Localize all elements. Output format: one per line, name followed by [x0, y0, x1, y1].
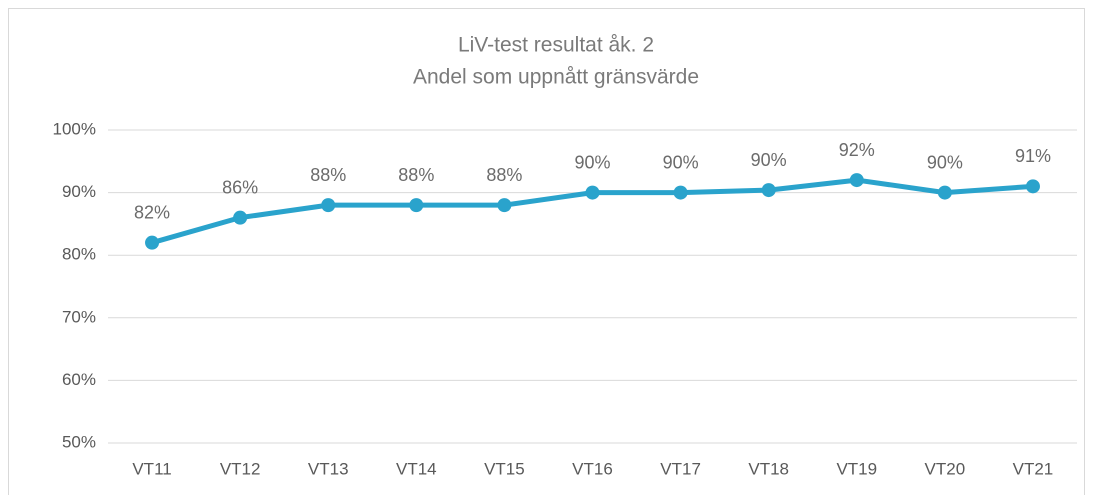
data-label: 86% — [222, 177, 258, 197]
marker — [937, 185, 952, 200]
y-tick-label: 80% — [62, 245, 96, 264]
marker — [1025, 179, 1040, 194]
chart-subtitle: Andel som uppnått gränsvärde — [413, 66, 699, 89]
chart-title: LiV-test resultat åk. 2 — [458, 34, 654, 57]
marker — [409, 198, 424, 213]
x-tick-label: VT11 — [132, 459, 171, 478]
data-label: 90% — [663, 152, 699, 172]
data-label: 82% — [134, 202, 170, 222]
data-label: 88% — [398, 165, 434, 185]
x-tick-label: VT15 — [484, 459, 525, 478]
data-label: 91% — [1015, 146, 1051, 166]
y-tick-label: 90% — [62, 182, 96, 201]
x-tick-label: VT20 — [925, 459, 966, 478]
marker — [145, 235, 160, 250]
marker — [673, 185, 688, 200]
x-tick-label: VT12 — [220, 459, 261, 478]
marker — [761, 183, 776, 198]
x-tick-label: VT19 — [836, 459, 877, 478]
data-label: 92% — [839, 140, 875, 160]
y-tick-label: 100% — [53, 119, 96, 138]
marker — [497, 198, 512, 213]
data-label: 90% — [751, 150, 787, 170]
data-label: 90% — [927, 152, 963, 172]
data-label: 88% — [486, 165, 522, 185]
y-tick-label: 60% — [62, 370, 96, 389]
x-tick-label: VT17 — [660, 459, 701, 478]
chart-frame — [8, 8, 1085, 495]
x-tick-label: VT18 — [748, 459, 789, 478]
y-tick-label: 50% — [62, 432, 96, 451]
x-tick-label: VT16 — [572, 459, 613, 478]
data-label: 90% — [574, 152, 610, 172]
x-tick-label: VT14 — [396, 459, 437, 478]
marker — [321, 198, 336, 213]
data-label: 88% — [310, 165, 346, 185]
marker — [585, 185, 600, 200]
x-tick-label: VT21 — [1013, 459, 1054, 478]
marker — [849, 173, 864, 188]
marker — [233, 210, 248, 225]
y-tick-label: 70% — [62, 307, 96, 326]
x-tick-label: VT13 — [308, 459, 349, 478]
